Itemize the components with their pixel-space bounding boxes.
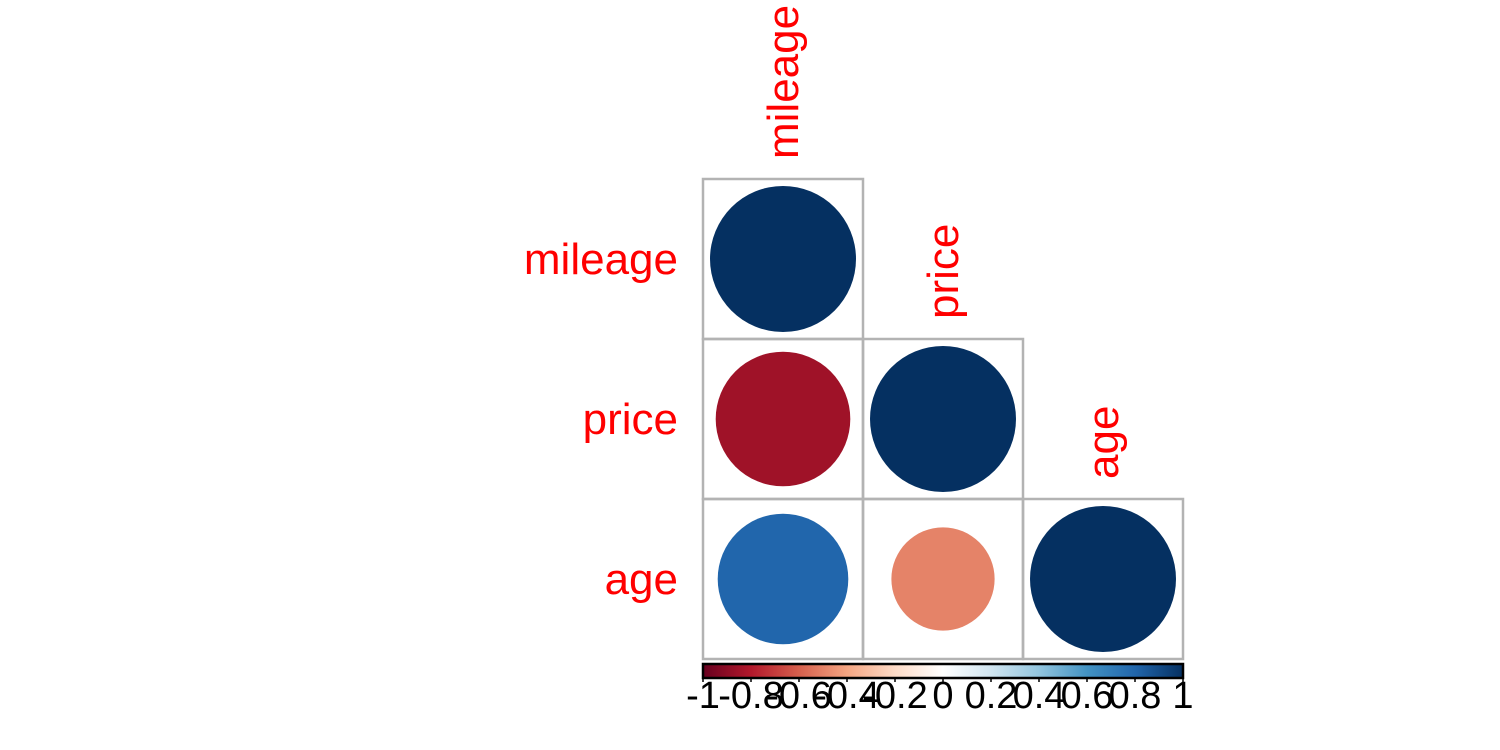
correlation-circle-mileage-mileage (710, 186, 856, 332)
colorbar-tick-label: 0.6 (1061, 675, 1114, 717)
column-label-mileage: mileage (759, 5, 808, 159)
correlation-circle-age-mileage (717, 513, 849, 645)
cell-age-price (861, 497, 1025, 661)
colorbar-tick-label: 0 (932, 675, 953, 717)
colorbar-tick-label: 0.8 (1109, 675, 1162, 717)
colorbar-tick-label: -1 (686, 675, 720, 717)
row-labels: mileage price age (524, 235, 678, 604)
colorbar-tick-label: -0.2 (862, 675, 927, 717)
row-label-price: price (583, 395, 678, 444)
column-labels: mileage price age (759, 5, 1128, 479)
colorbar-tick-label: -0.8 (718, 675, 783, 717)
cell-age-age (1021, 497, 1185, 661)
correlation-circle-price-mileage (715, 351, 851, 487)
colorbar-tick-label: 1 (1172, 675, 1193, 717)
cell-border (1021, 497, 1185, 661)
colorbar-tick-label: 0.2 (965, 675, 1018, 717)
row-label-age: age (605, 555, 678, 604)
correlation-circle-age-price (891, 527, 995, 631)
colorbar-tick-label: -0.6 (766, 675, 831, 717)
cells-layer (701, 177, 1185, 661)
column-label-price: price (919, 224, 968, 319)
cell-price-price (861, 337, 1025, 501)
colorbar-tick-label: 0.4 (1013, 675, 1066, 717)
cell-price-mileage (701, 337, 865, 501)
column-label-age: age (1079, 406, 1128, 479)
colorbar-tick-label: -0.4 (814, 675, 879, 717)
correlation-circle-price-price (870, 346, 1016, 492)
colorbar: -1-0.8-0.6-0.4-0.2 0 0.20.40.60.8 1 (686, 662, 1194, 717)
cell-mileage-mileage (701, 177, 865, 341)
cell-age-mileage (701, 497, 865, 661)
row-label-mileage: mileage (524, 235, 678, 284)
correlation-circle-age-age (1030, 506, 1176, 652)
